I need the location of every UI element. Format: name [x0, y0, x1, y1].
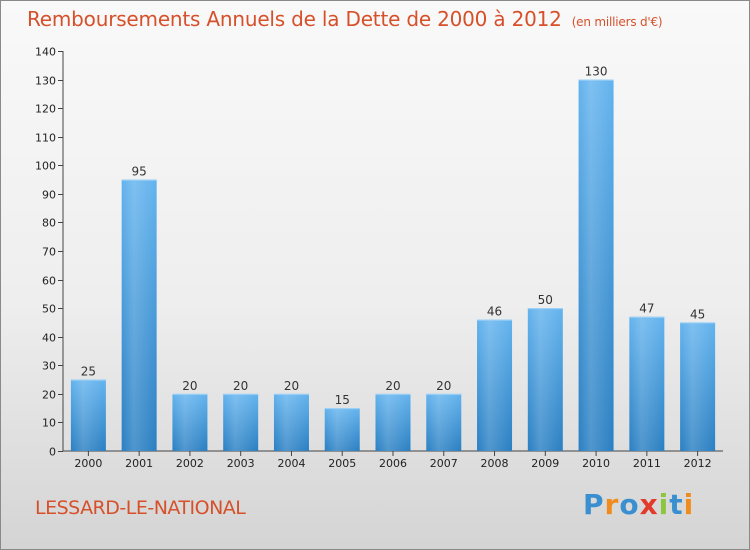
- bar-shine: [121, 179, 157, 452]
- y-tick-label: 130: [35, 75, 56, 88]
- y-tick-label: 30: [42, 360, 56, 373]
- bar-shine: [680, 322, 716, 451]
- x-tick-label: 2007: [430, 457, 458, 470]
- bar-shine: [375, 393, 411, 451]
- bar-shine: [70, 379, 106, 451]
- value-label: 20: [385, 379, 400, 393]
- value-label: 20: [436, 379, 451, 393]
- chart-title-text: Remboursements Annuels de la Dette de 20…: [27, 7, 562, 31]
- x-tick-label: 2012: [684, 457, 712, 470]
- y-tick-label: 50: [42, 303, 56, 316]
- commune-name: LESSARD-LE-NATIONAL: [35, 497, 246, 519]
- bar-shine: [172, 393, 208, 451]
- value-labels: 25 95 20 20 20 15 20 20 46 50 130 47 45: [81, 65, 706, 408]
- x-tick-label: 2009: [531, 457, 559, 470]
- bar-shine: [578, 79, 614, 452]
- value-label: 95: [132, 165, 147, 179]
- bar-shine: [629, 316, 665, 451]
- x-tick-label: 2001: [125, 457, 153, 470]
- y-tick-label: 140: [35, 46, 56, 59]
- x-tick-label: 2011: [633, 457, 661, 470]
- axes: 0 10 20 30 40 50 60 70 80 90 100 110 120 130 140 2000 20…: [35, 46, 723, 470]
- value-label: 46: [487, 305, 502, 319]
- value-label: 15: [335, 393, 350, 407]
- x-tick-label: 2008: [481, 457, 509, 470]
- logo-letter: r: [604, 488, 620, 521]
- x-tick-label: 2005: [328, 457, 356, 470]
- logo-letter: i: [658, 488, 670, 521]
- value-label: 45: [690, 307, 705, 321]
- logo-letter: x: [639, 488, 659, 521]
- bar-shine: [223, 393, 259, 451]
- y-tick-label: 70: [42, 246, 56, 259]
- x-tick-label: 2003: [227, 457, 255, 470]
- x-tick-label: 2002: [176, 457, 204, 470]
- value-label: 130: [585, 65, 608, 79]
- bar-shine: [477, 319, 513, 451]
- value-label: 25: [81, 365, 96, 379]
- y-tick-label: 80: [42, 217, 56, 230]
- chart-title: Remboursements Annuels de la Dette de 20…: [27, 7, 663, 31]
- bar-shine: [527, 308, 563, 451]
- x-tick-label: 2000: [74, 457, 102, 470]
- chart-unit-label: (en milliers d'€): [571, 15, 663, 29]
- logo-letter: P: [583, 488, 605, 521]
- x-tick-label: 2010: [582, 457, 610, 470]
- bar-shine: [426, 393, 462, 451]
- x-tick-label: 2004: [277, 457, 305, 470]
- y-tick-label: 100: [35, 160, 56, 173]
- value-label: 50: [538, 293, 553, 307]
- y-tick-label: 110: [35, 132, 56, 145]
- logo-letter: i: [683, 488, 695, 521]
- y-tick-label: 120: [35, 103, 56, 116]
- y-tick-label: 10: [42, 417, 56, 430]
- y-tick-label: 40: [42, 332, 56, 345]
- bars: [70, 79, 716, 452]
- x-tick-label: 2006: [379, 457, 407, 470]
- y-tick-label: 90: [42, 189, 56, 202]
- y-tick-label: 0: [49, 446, 56, 459]
- bar-shine: [324, 408, 360, 451]
- value-label: 20: [284, 379, 299, 393]
- proxiti-logo[interactable]: Proxiti: [583, 488, 694, 521]
- value-label: 20: [233, 379, 248, 393]
- value-label: 20: [182, 379, 197, 393]
- y-tick-label: 60: [42, 275, 56, 288]
- logo-letter: o: [619, 488, 640, 521]
- bar-shine: [273, 393, 309, 451]
- y-tick-label: 20: [42, 389, 56, 402]
- logo-letter: t: [669, 488, 684, 521]
- value-label: 47: [639, 302, 654, 316]
